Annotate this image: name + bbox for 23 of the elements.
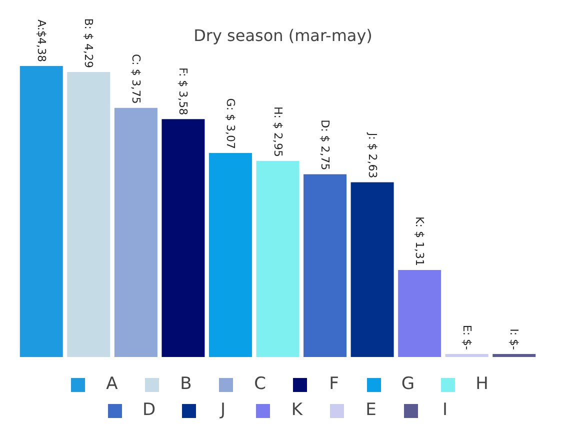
data-label: B: $ 4,29 — [82, 18, 96, 68]
legend-label: I — [441, 399, 448, 422]
data-label: I: $- — [508, 328, 521, 350]
data-label: J: $ 2,63 — [366, 132, 379, 178]
chart-title: Dry season (mar-may) — [194, 26, 372, 45]
legend-label: K — [290, 399, 304, 422]
data-label: A:$4,38 — [34, 19, 48, 62]
data-label: E: $- — [460, 324, 474, 350]
data-label: F: $ 3,58 — [176, 67, 190, 116]
data-label: D: $ 2,75 — [318, 120, 332, 170]
legend-label: C — [253, 373, 267, 396]
data-label: C: $ 3,75 — [129, 54, 142, 104]
legend-label: H — [474, 373, 490, 396]
legend-label: E — [364, 399, 378, 422]
data-label: K: $ 1,31 — [413, 216, 426, 266]
legend-label: A — [105, 373, 119, 396]
legend-label: G — [400, 373, 416, 396]
legend-label: F — [328, 373, 340, 396]
legend-label: B — [179, 373, 193, 396]
legend-label: J — [218, 399, 226, 422]
data-label: H: $ 2,95 — [271, 106, 284, 158]
data-label: G: $ 3,07 — [224, 98, 237, 150]
legend-label: D — [141, 399, 157, 422]
